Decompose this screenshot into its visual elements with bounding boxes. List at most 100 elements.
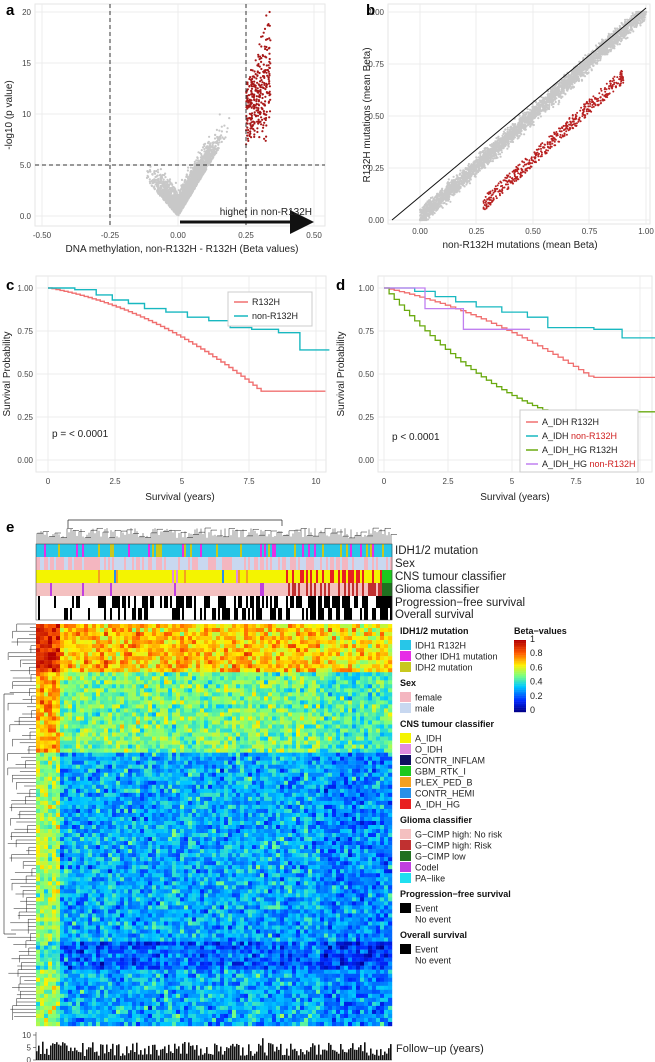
legend-swatch [400, 862, 411, 872]
track-label: CNS tumour classifier [395, 571, 506, 583]
y-axis-title: R132H mutations (mean Beta) [362, 47, 373, 182]
legend-group-title: Progression−free survival [400, 889, 511, 899]
legend-swatch [400, 944, 411, 954]
colorbar-tick: 0.6 [530, 662, 543, 672]
x-tick: 0 [46, 477, 51, 486]
x-tick: 2.5 [442, 477, 454, 486]
legend-swatch [400, 777, 411, 787]
x-tick: 0.00 [170, 231, 186, 240]
x-axis-title: Survival (years) [145, 492, 214, 503]
legend-swatch [400, 851, 411, 861]
y-tick: 0.25 [358, 413, 374, 422]
y-tick: 5.0 [20, 161, 32, 170]
panel-a-label: a [6, 2, 15, 19]
legend-swatch [400, 692, 411, 702]
y-tick-labels: 0.00 0.25 0.50 0.75 1.00 [17, 284, 33, 465]
legend-r132h: R132H [252, 297, 280, 307]
legend-item: O_IDH [415, 745, 443, 755]
y-tick: 15 [22, 59, 31, 68]
x-tick: 10 [636, 477, 645, 486]
methylation-heatmap [36, 624, 393, 1027]
curve-a-idh-non-r132h [384, 287, 655, 339]
x-tick: 0.25 [469, 227, 485, 236]
y-tick: 0.75 [358, 327, 374, 336]
legend-item: Codel [415, 863, 439, 873]
legend-swatch [400, 840, 411, 850]
panel-d-label: d [336, 277, 345, 294]
panel-c-survival-curve: c p = < 0.0001 R132H non-R132H 0 2.5 5 7.5 1… [2, 275, 330, 503]
y-tick: 0.25 [17, 413, 33, 422]
y-tick: 1.00 [358, 284, 374, 293]
track-label: Sex [395, 558, 415, 570]
panel-d-survival-curve: d p < 0.0001 A_IDH R132H A_IDH non-R132H… [336, 275, 655, 503]
legend-item: G−CIMP high: Risk [415, 841, 492, 851]
colorbar-tick: 0.2 [530, 691, 543, 701]
panel-b-scatter-plot: b 0.00 0.25 0.50 0.75 1.00 0.00 0.25 0.50 0.75 1… [362, 2, 654, 251]
legend-swatch [400, 829, 411, 839]
y-axis-title: Survival Probability [2, 331, 13, 416]
y-tick: 10 [22, 110, 31, 119]
x-tick: 7.5 [570, 477, 582, 486]
y-tick: 0.50 [358, 370, 374, 379]
legend-item-3: A_IDH_HG R132H [542, 445, 618, 455]
legend-item: G−CIMP high: No risk [415, 830, 503, 840]
legend-item: Event [415, 945, 439, 955]
legend-group-title: Sex [400, 678, 416, 688]
legend-swatch [400, 755, 411, 765]
x-tick: 0.50 [525, 227, 541, 236]
x-axis-title: non-R132H mutations (mean Beta) [442, 240, 597, 251]
y-tick: 20 [22, 8, 31, 17]
legend-swatch [400, 955, 411, 965]
y-axis-title: Survival Probability [336, 331, 347, 416]
x-tick: 7.5 [243, 477, 255, 486]
column-dendrogram [36, 519, 397, 544]
legend-item: CONTR_HEMI [415, 789, 475, 799]
legend-item: GBM_RTK_I [415, 767, 466, 777]
x-axis-title: DNA methylation, non-R132H - R132H (Beta… [66, 244, 299, 255]
colorbar-tick: 0.8 [530, 648, 543, 658]
y-axis-title: -log10 (p value) [4, 80, 15, 149]
track-label: Glioma classifier [395, 584, 480, 596]
curve-non-r132h [48, 287, 330, 351]
y-tick: 0.75 [17, 327, 33, 336]
y-tick: 0.0 [20, 212, 32, 221]
legend-swatch [400, 733, 411, 743]
panel-e-label: e [6, 519, 14, 536]
x-tick: 1.00 [638, 227, 654, 236]
x-tick: 10 [312, 477, 321, 486]
legend-swatch [400, 662, 411, 672]
legend-item: G−CIMP low [415, 852, 466, 862]
legend-item: female [415, 693, 442, 703]
legend-swatch [400, 914, 411, 924]
legend-item: IDH2 mutation [415, 663, 473, 673]
follow-up-tick: 5 [27, 1044, 32, 1053]
point-cloud [418, 10, 648, 222]
colorbar-tick: 0.4 [530, 677, 543, 687]
legend-item-1: A_IDH R132H [542, 417, 599, 427]
legend-item: A_IDH_HG [415, 800, 460, 810]
p-value: p = < 0.0001 [52, 429, 109, 440]
panel-b-label: b [366, 2, 375, 19]
follow-up-barplot: 0 5 10 [22, 1031, 392, 1062]
legend-item: PLEX_PED_B [415, 778, 473, 788]
colorbar-tick: 1 [530, 634, 535, 644]
p-value: p < 0.0001 [392, 432, 440, 443]
y-tick-labels: 0.0 5.0 10 15 20 [20, 8, 32, 221]
track-label: Overall survival [395, 609, 474, 621]
y-tick: 0.50 [368, 112, 384, 121]
curve-r132h [48, 287, 326, 392]
colorbar-tick: 0 [530, 705, 535, 715]
x-tick: 2.5 [109, 477, 121, 486]
legend-swatch [400, 799, 411, 809]
legend-item: IDH1 R132H [415, 641, 466, 651]
arrow-label: higher in non-R132H [220, 207, 312, 218]
y-tick: 0.25 [368, 164, 384, 173]
grid [388, 4, 650, 224]
legend-swatch [400, 873, 411, 883]
x-tick-labels: 0 2.5 5 7.5 10 [46, 477, 321, 486]
legend-item: Event [415, 904, 439, 914]
legend-group-title: Glioma classifier [400, 815, 473, 825]
